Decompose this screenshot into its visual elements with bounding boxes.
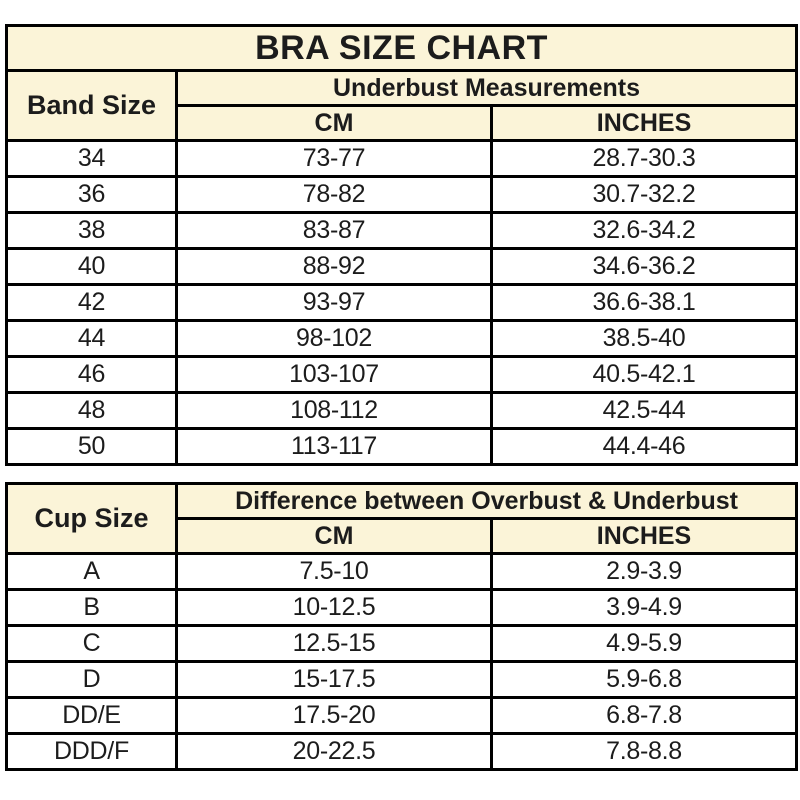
cup-row: C 12.5-15 4.9-5.9 (5, 624, 799, 663)
band-row: 44 98-102 38.5-40 (5, 319, 799, 358)
band-inches-cell: 28.7-30.3 (489, 139, 799, 178)
band-row: 50 113-117 44.4-46 (5, 427, 799, 466)
band-size-cell: 48 (5, 391, 178, 430)
cup-row: DDD/F 20-22.5 7.8-8.8 (5, 732, 799, 771)
band-inches-cell: 40.5-42.1 (489, 355, 799, 394)
cup-size-cell: B (5, 588, 178, 627)
cup-cm-cell: 17.5-20 (175, 696, 493, 735)
cup-cm-cell: 20-22.5 (175, 732, 493, 771)
band-cm-cell: 83-87 (175, 211, 493, 250)
band-row: 46 103-107 40.5-42.1 (5, 355, 799, 394)
band-size-table: BRA SIZE CHART Band Size Underbust Measu… (4, 24, 799, 466)
cup-size-cell: DDD/F (5, 732, 178, 771)
band-row: 36 78-82 30.7-32.2 (5, 175, 799, 214)
cup-inches-header: INCHES (489, 517, 799, 555)
chart-title: BRA SIZE CHART (4, 24, 799, 72)
cup-inches-cell: 2.9-3.9 (489, 552, 799, 591)
band-inches-cell: 42.5-44 (489, 391, 799, 430)
band-inches-header: INCHES (489, 104, 799, 142)
cup-row: D 15-17.5 5.9-6.8 (5, 660, 799, 699)
band-inches-cell: 44.4-46 (489, 427, 799, 466)
band-row: 48 108-112 42.5-44 (5, 391, 799, 430)
cup-group-header-row: Cup Size Difference between Overbust & U… (5, 482, 799, 555)
cup-row: DD/E 17.5-20 6.8-7.8 (5, 696, 799, 735)
band-cm-cell: 78-82 (175, 175, 493, 214)
cup-inches-cell: 3.9-4.9 (489, 588, 799, 627)
cup-cm-cell: 12.5-15 (175, 624, 493, 663)
band-cm-cell: 103-107 (175, 355, 493, 394)
band-cm-cell: 113-117 (175, 427, 493, 466)
title-row: BRA SIZE CHART (4, 24, 799, 72)
band-cm-cell: 98-102 (175, 319, 493, 358)
band-col-header-row: CM INCHES (7, 104, 799, 142)
bra-size-chart-page: BRA SIZE CHART Band Size Underbust Measu… (4, 24, 799, 771)
cup-inches-cell: 5.9-6.8 (489, 660, 799, 699)
cup-size-header: Cup Size (5, 482, 178, 555)
band-cm-cell: 93-97 (175, 283, 493, 322)
cup-row: A 7.5-10 2.9-3.9 (5, 552, 799, 591)
band-inches-cell: 32.6-34.2 (489, 211, 799, 250)
cup-cm-header: CM (175, 517, 493, 555)
band-size-cell: 50 (5, 427, 178, 466)
band-cm-cell: 108-112 (175, 391, 493, 430)
cup-inches-cell: 7.8-8.8 (489, 732, 799, 771)
cup-size-cell: D (5, 660, 178, 699)
band-size-cell: 40 (5, 247, 178, 286)
band-cm-header: CM (175, 104, 493, 142)
band-inches-cell: 38.5-40 (489, 319, 799, 358)
cup-col-header-row: CM INCHES (7, 517, 799, 555)
cup-size-cell: C (5, 624, 178, 663)
band-row: 34 73-77 28.7-30.3 (5, 139, 799, 178)
cup-cm-cell: 15-17.5 (175, 660, 493, 699)
band-cm-cell: 88-92 (175, 247, 493, 286)
overbust-difference-header: Difference between Overbust & Underbust (174, 482, 799, 520)
cup-cm-cell: 10-12.5 (175, 588, 493, 627)
cup-inches-cell: 6.8-7.8 (489, 696, 799, 735)
cup-inches-cell: 4.9-5.9 (489, 624, 799, 663)
band-row: 38 83-87 32.6-34.2 (5, 211, 799, 250)
band-cm-cell: 73-77 (175, 139, 493, 178)
band-size-cell: 42 (5, 283, 178, 322)
band-inches-cell: 34.6-36.2 (489, 247, 799, 286)
band-row: 42 93-97 36.6-38.1 (5, 283, 799, 322)
band-inches-cell: 30.7-32.2 (489, 175, 799, 214)
band-size-cell: 44 (5, 319, 178, 358)
cup-row: B 10-12.5 3.9-4.9 (5, 588, 799, 627)
cup-size-cell: DD/E (5, 696, 178, 735)
band-row: 40 88-92 34.6-36.2 (5, 247, 799, 286)
band-size-cell: 36 (5, 175, 178, 214)
band-size-cell: 34 (5, 139, 178, 178)
band-inches-cell: 36.6-38.1 (489, 283, 799, 322)
band-size-cell: 46 (5, 355, 178, 394)
cup-size-cell: A (5, 552, 178, 591)
band-size-header: Band Size (5, 69, 178, 142)
underbust-measurements-header: Underbust Measurements (174, 69, 799, 107)
band-group-header-row: Band Size Underbust Measurements (5, 69, 799, 142)
band-size-cell: 38 (5, 211, 178, 250)
cup-size-table: Cup Size Difference between Overbust & U… (5, 482, 799, 771)
cup-cm-cell: 7.5-10 (175, 552, 493, 591)
